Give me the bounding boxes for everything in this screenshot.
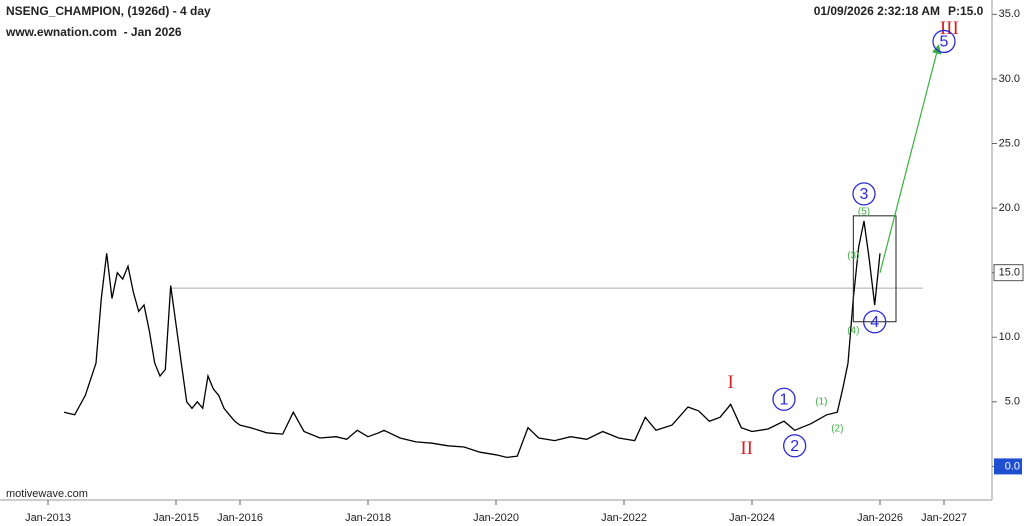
x-tick-label: Jan-2018 — [345, 512, 391, 524]
wave-label: (4) — [847, 325, 859, 336]
price-box — [993, 264, 1024, 282]
wave-label: (2) — [831, 424, 843, 435]
timestamp: 01/09/2026 2:32:18 AM — [814, 4, 940, 18]
wave-label: I — [728, 372, 734, 393]
y-tick-label: 10.0 — [999, 331, 1020, 343]
x-tick-label: Jan-2024 — [729, 512, 775, 524]
wave-circle — [783, 434, 807, 458]
tick-highlight — [994, 458, 1022, 475]
wave-label: 3 — [860, 186, 869, 203]
wave-label: III — [940, 18, 959, 39]
wave-circle — [863, 310, 887, 334]
chart-title: NSENG_CHAMPION, (1926d) - 4 day — [6, 4, 211, 18]
y-tick-label: 30.0 — [999, 73, 1020, 85]
x-tick-label: Jan-2026 — [857, 512, 903, 524]
watermark: motivewave.com — [6, 488, 88, 500]
y-tick-label: 35.0 — [999, 8, 1020, 20]
wave-label: (3) — [847, 251, 859, 262]
projection-arrow — [879, 44, 942, 273]
x-tick-label: Jan-2016 — [217, 512, 263, 524]
y-tick-label: 5.0 — [1005, 396, 1020, 408]
price-text: P:15.0 — [948, 4, 984, 18]
price-line — [63, 220, 881, 459]
chart-subtitle: www.ewnation.com - Jan 2026 — [5, 25, 182, 39]
wave-circle — [772, 387, 796, 411]
y-tick-label: 15.0 — [999, 267, 1020, 279]
wave-circle — [852, 182, 876, 206]
wave-label: II — [740, 438, 753, 459]
y-tick-label: 20.0 — [999, 202, 1020, 214]
x-tick-label: Jan-2015 — [153, 512, 199, 524]
x-tick-label: Jan-2027 — [921, 512, 967, 524]
x-tick-label: Jan-2022 — [601, 512, 647, 524]
y-tick-label: 0.0 — [1005, 460, 1020, 472]
y-tick-label: 25.0 — [999, 137, 1020, 149]
x-tick-label: Jan-2013 — [25, 512, 71, 524]
wave-label: 2 — [790, 438, 799, 455]
highlight-box — [852, 215, 897, 323]
wave-label: 5 — [940, 34, 949, 51]
wave-label: 1 — [780, 391, 789, 408]
wave-label: 4 — [870, 314, 879, 331]
wave-label: (1) — [815, 396, 827, 407]
x-tick-label: Jan-2020 — [473, 512, 519, 524]
wave-label: (5) — [858, 207, 870, 218]
wave-circle — [932, 29, 956, 54]
